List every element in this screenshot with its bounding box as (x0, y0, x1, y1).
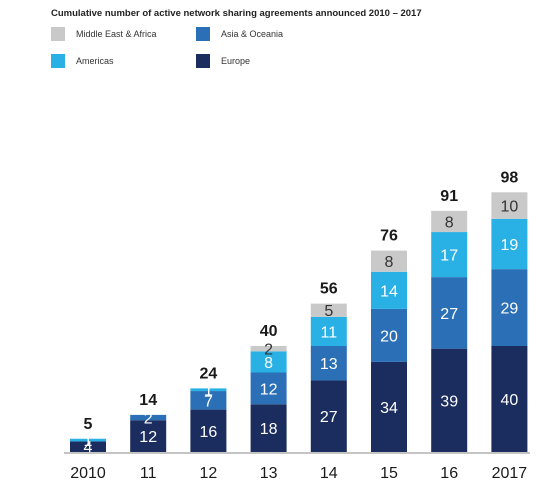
x-tick-label: 11 (140, 465, 157, 482)
bar-segment-europe (310, 380, 347, 452)
bar-segment-europe (130, 420, 167, 452)
legend-label: Middle East & Africa (76, 29, 157, 39)
total-label: 14 (139, 392, 157, 409)
legend-swatch-americas (51, 54, 65, 68)
x-tick-label: 14 (320, 465, 338, 482)
data-label-asia-oceania: 2 (144, 411, 153, 428)
data-label-asia-oceania: 20 (380, 328, 398, 345)
bar-segment-asia-oceania (371, 308, 407, 362)
legend-swatch-europe (196, 54, 210, 68)
bar-segment-middle-east-africa (491, 192, 528, 219)
bar-segment-middle-east-africa (310, 303, 347, 317)
legend-swatch-asia-oceania (196, 27, 210, 41)
total-label: 56 (320, 281, 338, 298)
data-label-europe: 40 (501, 392, 519, 409)
bar-segment-europe (371, 361, 407, 452)
data-label-americas: 8 (264, 355, 273, 372)
bar-segment-middle-east-africa (431, 210, 468, 233)
bar-segment-americas (70, 438, 106, 442)
bar-segment-americas (371, 271, 407, 309)
bar-segment-europe (190, 409, 227, 452)
data-label-americas: 19 (501, 237, 519, 254)
data-label-americas: 14 (380, 283, 398, 300)
data-label-europe: 12 (139, 429, 157, 446)
bar-segment-europe (70, 441, 106, 452)
data-label-middle-east-africa: 10 (501, 199, 519, 216)
data-label-asia-oceania: 7 (204, 393, 213, 410)
x-tick-label: 15 (380, 465, 398, 482)
data-label-americas: 11 (320, 324, 337, 341)
bar-segment-americas (190, 388, 227, 392)
data-label-asia-oceania: 12 (260, 381, 278, 398)
bar-segment-middle-east-africa (371, 250, 407, 272)
total-label: 24 (200, 365, 218, 382)
data-label-europe: 39 (440, 393, 458, 410)
data-label-asia-oceania: 27 (440, 306, 458, 323)
data-label-americas: 1 (204, 383, 213, 400)
data-label-middle-east-africa: 2 (264, 342, 273, 359)
legend-label: Americas (76, 56, 114, 66)
x-tick-label: 12 (200, 465, 218, 482)
legend-label: Europe (221, 56, 251, 66)
total-label: 5 (84, 416, 93, 433)
bar-segment-americas (310, 316, 347, 346)
bar-segment-asia-oceania (250, 372, 287, 405)
bar-segment-americas (431, 232, 468, 278)
legend-item-middle-east-africa: Middle East & Africa (51, 26, 157, 42)
bar-segment-europe (431, 348, 468, 452)
x-tick-label: 13 (260, 465, 278, 482)
data-label-middle-east-africa: 8 (445, 214, 454, 231)
bar-segment-asia-oceania (190, 391, 227, 410)
total-label: 98 (501, 169, 519, 186)
x-tick-label: 16 (440, 465, 458, 482)
data-label-americas: 17 (440, 248, 458, 265)
data-label-europe: 4 (84, 440, 93, 457)
legend-item-asia-oceania: Asia & Oceania (196, 26, 283, 42)
bar-segment-americas (250, 351, 287, 373)
chart-title: Cumulative number of active network shar… (51, 8, 422, 19)
bar-segment-europe (491, 346, 528, 452)
data-label-europe: 18 (260, 421, 278, 438)
bar-segment-middle-east-africa (250, 346, 287, 352)
total-label: 40 (260, 323, 278, 340)
data-label-middle-east-africa: 5 (324, 303, 333, 320)
legend-swatch-middle-east-africa (51, 27, 65, 41)
chart-legend: Middle East & Africa Asia & Oceania Amer… (51, 26, 351, 72)
data-label-asia-oceania: 13 (320, 356, 338, 373)
data-label-europe: 16 (200, 424, 218, 441)
data-label-europe: 27 (320, 409, 338, 426)
bar-segment-americas (491, 218, 528, 270)
data-label-middle-east-africa: 8 (385, 254, 394, 271)
bar-segment-asia-oceania (130, 414, 167, 421)
bar-segment-europe (250, 404, 287, 452)
legend-label: Asia & Oceania (221, 29, 284, 39)
total-label: 76 (380, 228, 398, 245)
x-tick-label: 2017 (492, 465, 528, 482)
bar-segment-asia-oceania (491, 269, 528, 346)
data-label-europe: 34 (380, 400, 398, 417)
x-tick-label: 2010 (70, 465, 106, 482)
legend-item-europe: Europe (196, 53, 250, 69)
total-label: 91 (440, 188, 458, 205)
bar-segment-asia-oceania (310, 346, 347, 381)
data-label-americas: 1 (84, 433, 93, 450)
data-label-asia-oceania: 29 (501, 301, 519, 318)
bar-segment-asia-oceania (431, 277, 468, 349)
legend-item-americas: Americas (51, 53, 114, 69)
